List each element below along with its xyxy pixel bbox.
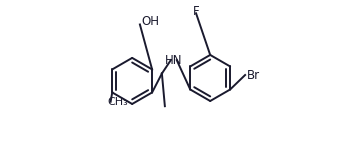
- Text: CH₃: CH₃: [107, 97, 128, 107]
- Text: F: F: [193, 5, 200, 18]
- Text: OH: OH: [141, 15, 159, 28]
- Text: HN: HN: [165, 54, 182, 67]
- Text: Br: Br: [247, 69, 260, 81]
